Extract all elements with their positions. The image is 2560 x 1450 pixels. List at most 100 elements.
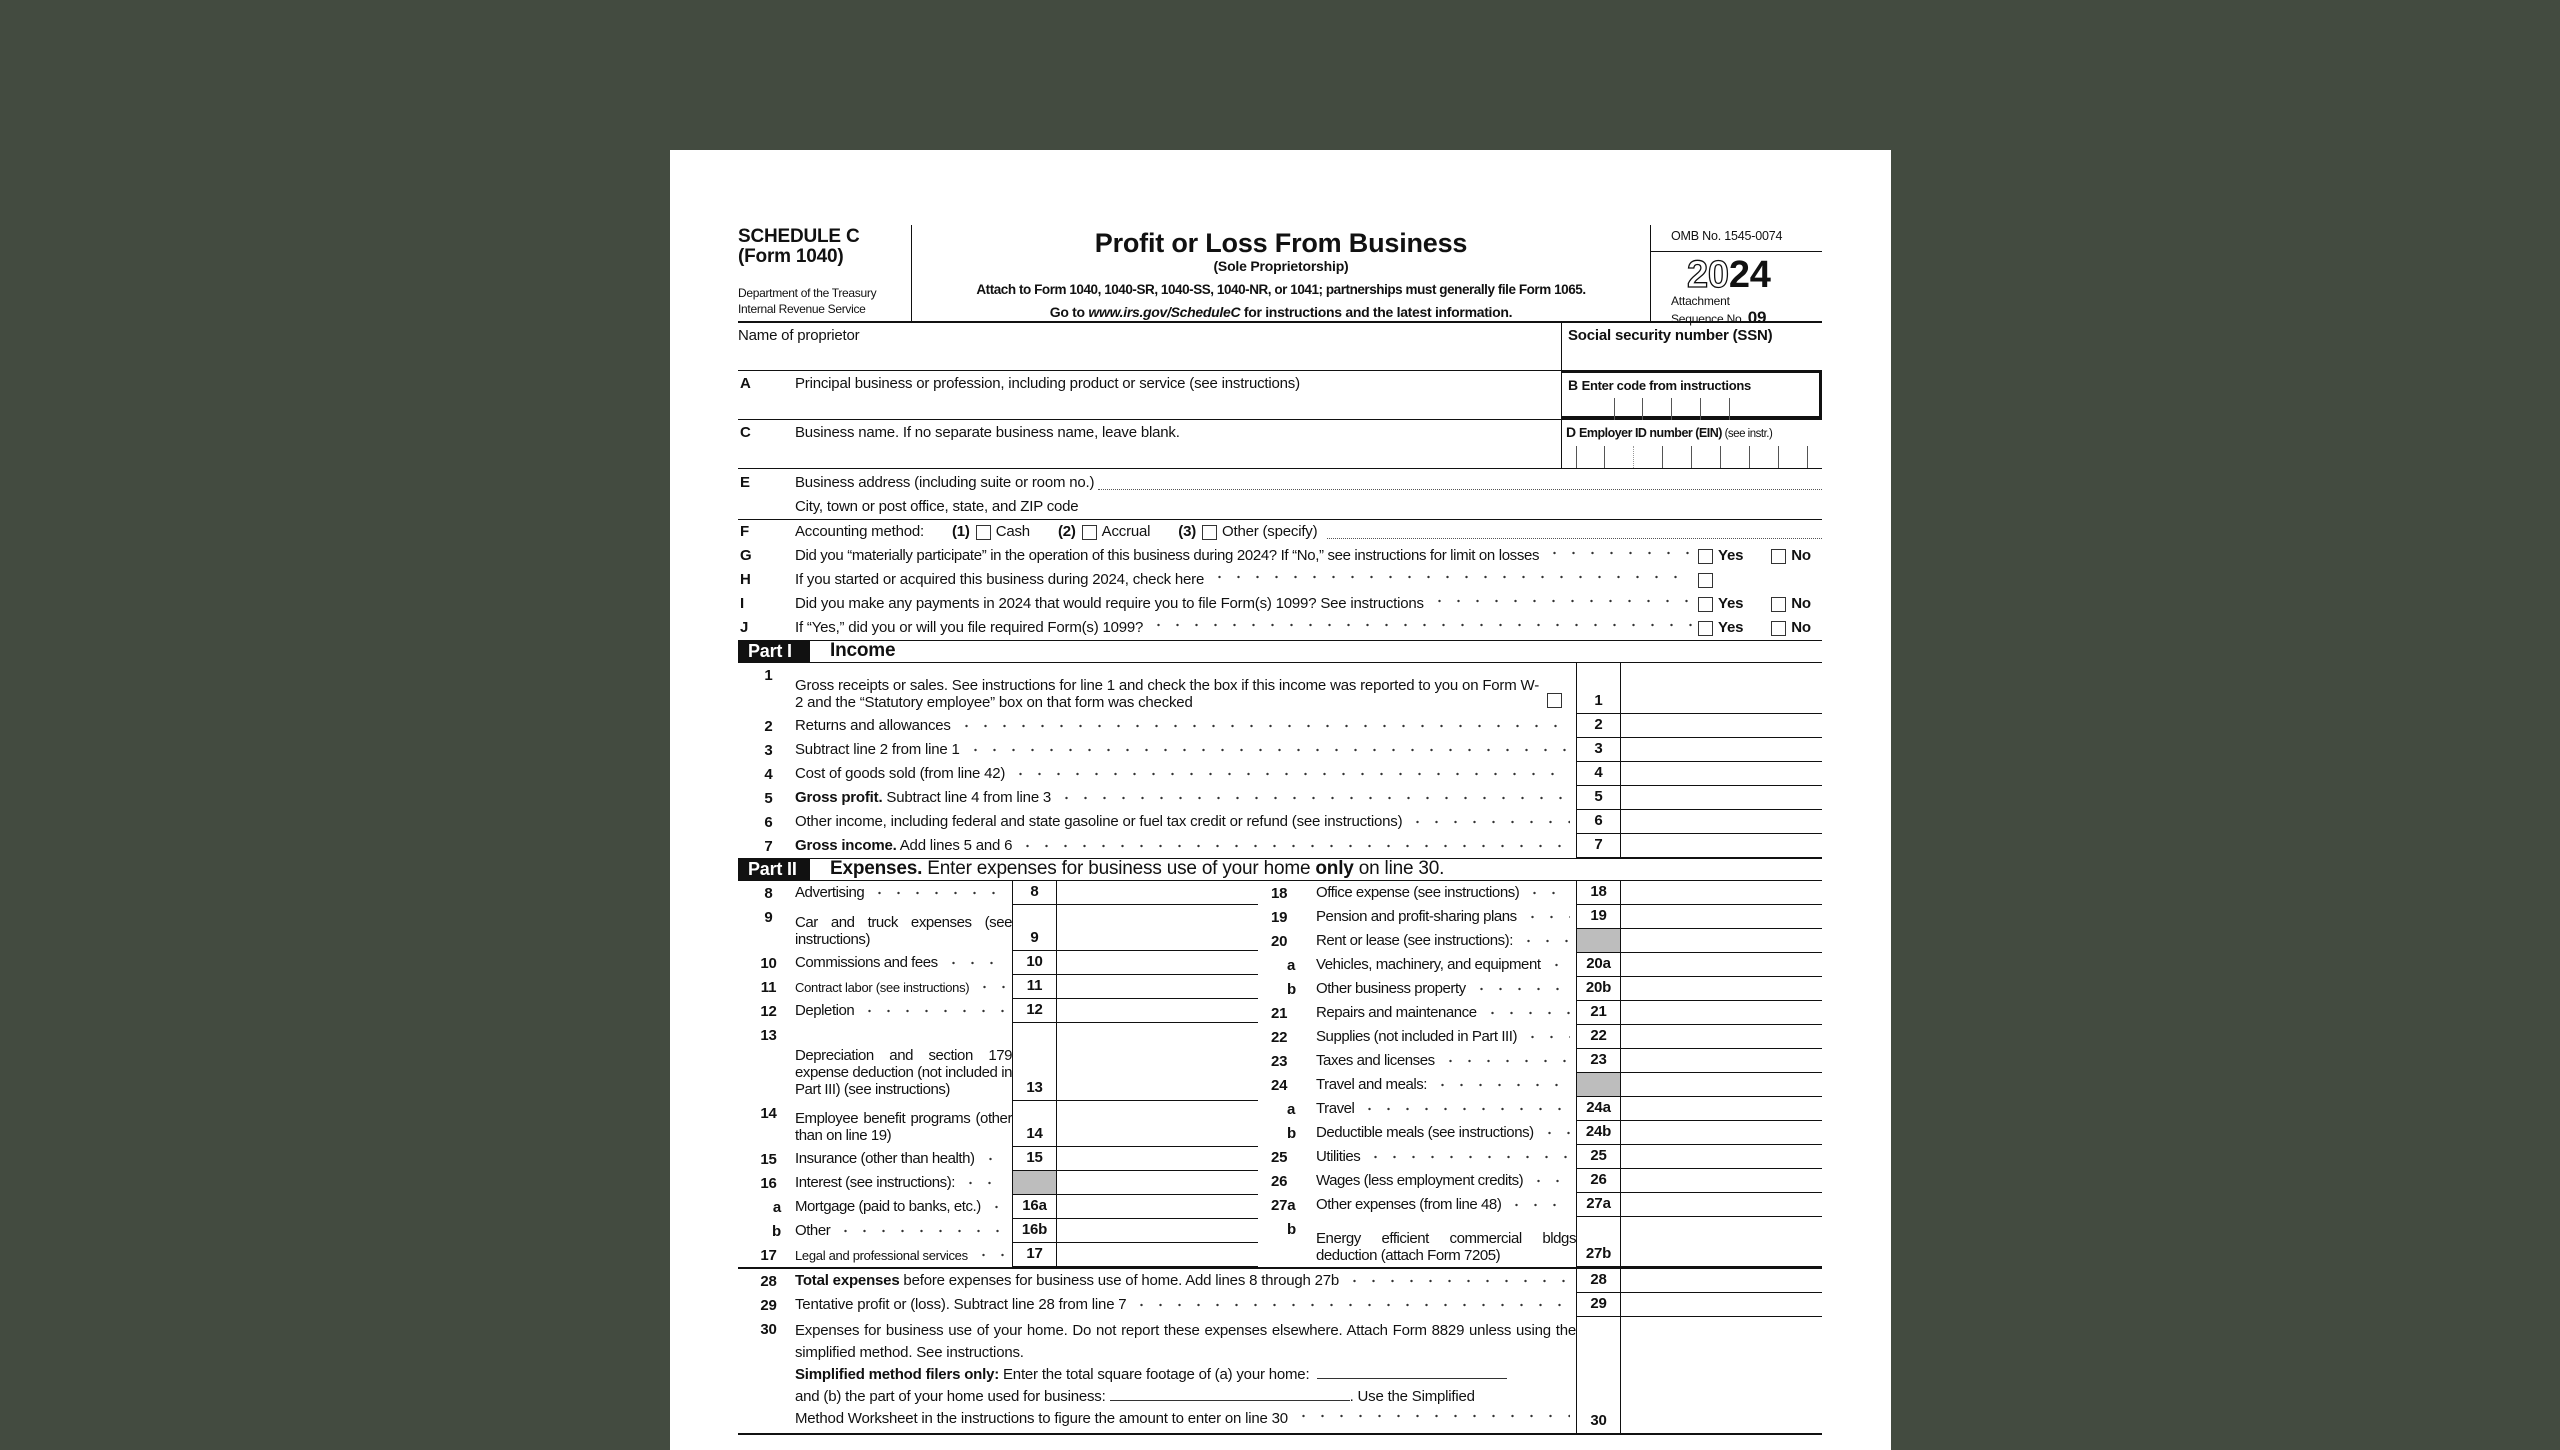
line-label: Total expenses before expenses for busin… bbox=[795, 1272, 1339, 1293]
address-input-line[interactable] bbox=[1098, 476, 1822, 490]
g-yes-checkbox[interactable] bbox=[1698, 548, 1713, 564]
line-1-amount-input[interactable] bbox=[1621, 663, 1822, 714]
other-checkbox[interactable] bbox=[1202, 524, 1218, 540]
line-4-amount-input[interactable] bbox=[1621, 762, 1822, 786]
line-box-label: 5 bbox=[1576, 786, 1621, 810]
cash-checkbox[interactable] bbox=[975, 524, 991, 540]
home-sqft-input[interactable] bbox=[1317, 1365, 1508, 1379]
j-no-checkbox[interactable] bbox=[1771, 620, 1787, 636]
line-28-amount-input[interactable] bbox=[1621, 1269, 1822, 1293]
form-title: Profit or Loss From Business bbox=[1094, 228, 1468, 258]
year-outline: 20 bbox=[1686, 254, 1729, 296]
line-26-amount-input[interactable] bbox=[1621, 1169, 1822, 1193]
business-code-digit-boxes[interactable] bbox=[1568, 397, 1819, 420]
city-field[interactable]: City, town or post office, state, and ZI… bbox=[738, 495, 1822, 519]
line-16-row: 16 Interest (see instructions): bbox=[738, 1171, 1258, 1195]
line-24a-amount-input[interactable] bbox=[1621, 1097, 1822, 1121]
other-specify-input[interactable] bbox=[1327, 525, 1822, 539]
line-label-bold: Gross income. bbox=[795, 837, 897, 854]
line-number: 17 bbox=[760, 1247, 777, 1264]
ein-digit-boxes[interactable] bbox=[1566, 445, 1822, 468]
ssn-field[interactable]: Social security number (SSN) bbox=[1561, 323, 1822, 370]
business-address-field[interactable]: E Business address (including suite or ro… bbox=[738, 471, 1822, 495]
line-7-amount-input[interactable] bbox=[1621, 834, 1822, 858]
line-27a-amount-input[interactable] bbox=[1621, 1193, 1822, 1217]
letter-j: J bbox=[740, 619, 749, 636]
ssn-label: Social security number (SSN) bbox=[1568, 327, 1773, 344]
line-number: a bbox=[772, 1199, 781, 1216]
line-3-amount-input[interactable] bbox=[1621, 738, 1822, 762]
leader-dots bbox=[965, 744, 1570, 758]
statutory-employee-checkbox[interactable] bbox=[1547, 693, 1562, 708]
line-text: Taxes and licenses bbox=[1316, 1049, 1576, 1073]
line-29-amount-input[interactable] bbox=[1621, 1293, 1822, 1317]
h-checkbox[interactable] bbox=[1698, 572, 1713, 588]
line-5-amount-input[interactable] bbox=[1621, 786, 1822, 810]
ein-field[interactable]: D Employer ID number (EIN) (see instr.) bbox=[1561, 420, 1822, 468]
principal-business-field[interactable]: A Principal business or profession, inclu… bbox=[738, 371, 1561, 419]
omb-block: OMB No. 1545-0074 2024 Attachment Sequen… bbox=[1650, 225, 1822, 327]
accrual-checkbox[interactable] bbox=[1081, 524, 1097, 540]
line-27b-amount-input[interactable] bbox=[1621, 1217, 1822, 1267]
line-20a-row: a Vehicles, machinery, and equipment 20a bbox=[1257, 953, 1822, 977]
line-2-amount-input[interactable] bbox=[1621, 714, 1822, 738]
line-text: Repairs and maintenance bbox=[1316, 1001, 1576, 1025]
line-box-label: 21 bbox=[1576, 1001, 1621, 1025]
part-2-header: Part II Expenses. Enter expenses for busi… bbox=[738, 858, 1822, 881]
line-21-row: 21 Repairs and maintenance 21 bbox=[1257, 1001, 1822, 1025]
business-name-label: Business name. If no separate business n… bbox=[795, 424, 1180, 441]
line-23-amount-input[interactable] bbox=[1621, 1049, 1822, 1073]
line-13-amount-input[interactable] bbox=[1057, 1023, 1258, 1101]
line-12-amount-input[interactable] bbox=[1057, 999, 1258, 1023]
line-text: Tentative profit or (loss). Subtract lin… bbox=[795, 1293, 1576, 1317]
line-6-amount-input[interactable] bbox=[1621, 810, 1822, 834]
line-28-row: 28 Total expenses before expenses for bu… bbox=[738, 1269, 1822, 1293]
line-21-amount-input[interactable] bbox=[1621, 1001, 1822, 1025]
line-30-amount-input[interactable] bbox=[1621, 1317, 1822, 1433]
line-9-amount-input[interactable] bbox=[1057, 905, 1258, 951]
line-16-amount-input bbox=[1057, 1171, 1258, 1195]
line-box-label bbox=[1576, 1073, 1621, 1097]
line-box-label: 20a bbox=[1576, 953, 1621, 977]
line-11-amount-input[interactable] bbox=[1057, 975, 1258, 999]
line-number: 2 bbox=[764, 718, 773, 735]
business-sqft-input[interactable] bbox=[1109, 1387, 1350, 1401]
leader-dots bbox=[1518, 935, 1570, 949]
line-14-amount-input[interactable] bbox=[1057, 1101, 1258, 1147]
line-label: Taxes and licenses bbox=[1316, 1052, 1435, 1073]
opt1-num: (1) bbox=[951, 523, 970, 540]
line-10-amount-input[interactable] bbox=[1057, 951, 1258, 975]
business-code-field[interactable]: B Enter code from instructions bbox=[1561, 370, 1822, 420]
no-label: No bbox=[1791, 619, 1811, 636]
line-25-amount-input[interactable] bbox=[1621, 1145, 1822, 1169]
g-no-checkbox[interactable] bbox=[1771, 548, 1787, 564]
j-yes-checkbox[interactable] bbox=[1698, 620, 1713, 636]
line-16a-amount-input[interactable] bbox=[1057, 1195, 1258, 1219]
goto-prefix: Go to bbox=[1049, 304, 1089, 321]
line-label: Mortgage (paid to banks, etc.) bbox=[795, 1198, 981, 1219]
line-18-amount-input[interactable] bbox=[1621, 881, 1822, 905]
i-no-checkbox[interactable] bbox=[1771, 596, 1787, 612]
line-number: 26 bbox=[1271, 1173, 1288, 1190]
line-label-bold: Total expenses bbox=[795, 1272, 900, 1289]
line-19-amount-input[interactable] bbox=[1621, 905, 1822, 929]
line-8-amount-input[interactable] bbox=[1057, 881, 1258, 905]
i-yes-checkbox[interactable] bbox=[1698, 596, 1713, 612]
line-24b-amount-input[interactable] bbox=[1621, 1121, 1822, 1145]
line-16b-amount-input[interactable] bbox=[1057, 1219, 1258, 1243]
line-22-amount-input[interactable] bbox=[1621, 1025, 1822, 1049]
line-label: Cost of goods sold (from line 42) bbox=[795, 765, 1005, 786]
line-13-row: 13 Depreciation and section 179 expense … bbox=[738, 1023, 1258, 1101]
line-text: Legal and professional services bbox=[795, 1243, 1012, 1267]
year-bold: 24 bbox=[1728, 254, 1771, 296]
line-20a-amount-input[interactable] bbox=[1621, 953, 1822, 977]
line-number: 5 bbox=[764, 790, 773, 807]
name-of-proprietor-field[interactable]: Name of proprietor bbox=[738, 323, 1561, 370]
line-15-amount-input[interactable] bbox=[1057, 1147, 1258, 1171]
line-20b-amount-input[interactable] bbox=[1621, 977, 1822, 1001]
line-17-amount-input[interactable] bbox=[1057, 1243, 1258, 1267]
line-16a-row: a Mortgage (paid to banks, etc.) 16a bbox=[738, 1195, 1258, 1219]
business-name-field[interactable]: C Business name. If no separate business … bbox=[738, 420, 1561, 468]
irs-link[interactable]: www.irs.gov/ScheduleC bbox=[1088, 304, 1241, 321]
address-label: Business address (including suite or roo… bbox=[795, 474, 1095, 491]
